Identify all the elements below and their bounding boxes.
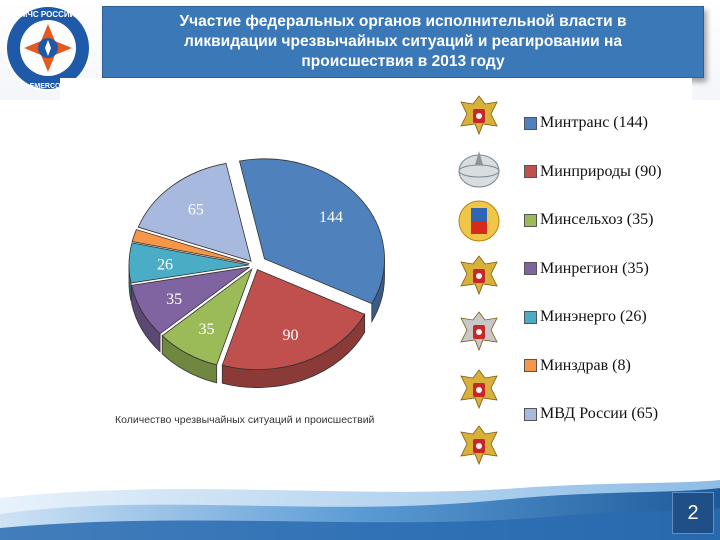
logo-text-bottom: EMERCOM [30, 83, 67, 90]
legend-swatch [524, 359, 537, 372]
sun-emblem-icon [458, 200, 500, 242]
pie-slice [238, 158, 385, 305]
legend-label: МВД России (65) [540, 405, 659, 422]
mchs-logo-icon: МЧС РОССИИ EMERCOM [5, 5, 91, 91]
eagle-emblem-icon [460, 311, 498, 352]
pie-slice [221, 269, 366, 370]
footer-wave [0, 470, 720, 540]
eagle-emblem-icon [460, 425, 498, 466]
legend-swatch [524, 310, 537, 324]
eagle-emblem-icon [460, 369, 498, 410]
legend-item: Минсельхоз (35) [524, 210, 653, 230]
legend-label: Минприроды (90) [540, 162, 662, 180]
pie-data-label: 26 [157, 257, 173, 274]
legend-swatch [524, 407, 537, 421]
legend-swatch [524, 165, 537, 178]
pie-slice [128, 242, 250, 284]
legend-label: Минэнерго (26) [540, 308, 647, 325]
page-number: 2 [672, 492, 714, 534]
pie-data-label: 35 [166, 291, 182, 308]
legend-item: Минэнерго (26) [524, 307, 647, 327]
eagle-emblem-icon [460, 95, 498, 136]
pie-slice [161, 268, 253, 366]
legend-label: Минсельхоз (35) [540, 211, 654, 228]
title-line-2: ликвидации чрезвычайных ситуаций и реаги… [184, 33, 622, 50]
title-box: Участие федеральных органов исполнительн… [102, 6, 704, 78]
legend-label: Минздрав (8) [540, 356, 631, 374]
legend-swatch [524, 262, 537, 275]
legend-item: МВД России (65) [524, 404, 658, 424]
chart-caption: Количество чрезвычайных ситуаций и проис… [115, 414, 375, 426]
pie-data-label: 144 [319, 209, 343, 226]
eagle-emblem-icon [460, 255, 498, 296]
legend-swatch [524, 213, 537, 227]
pie-data-label: 8 [124, 227, 132, 244]
globe-emblem-icon [458, 151, 500, 188]
pie-slice [137, 162, 252, 262]
pie-data-label: 90 [282, 327, 298, 344]
pie-data-label: 65 [188, 201, 204, 218]
legend-label: Минтранс (144) [540, 114, 648, 131]
legend-item: Минприроды (90) [524, 162, 662, 182]
legend-item: Минтранс (144) [524, 113, 648, 133]
pie-data-label: 35 [198, 321, 214, 338]
title-line-3: происшествия в 2013 году [301, 53, 505, 70]
legend-item: Минрегион (35) [524, 259, 649, 279]
page-title: Участие федеральных органов исполнительн… [123, 12, 683, 72]
legend-swatch [524, 116, 537, 130]
legend-item: Минздрав (8) [524, 356, 631, 376]
logo-text-top: МЧС РОССИИ [21, 10, 76, 19]
legend-label: Минрегион (35) [540, 259, 649, 277]
pie-slice [131, 266, 250, 335]
pie-slice [131, 229, 250, 264]
title-line-1: Участие федеральных органов исполнительн… [179, 13, 627, 30]
